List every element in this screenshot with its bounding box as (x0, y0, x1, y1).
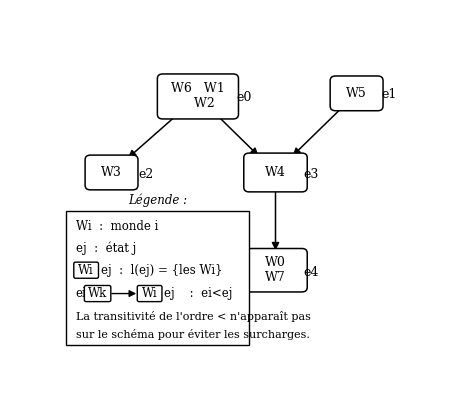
Text: W4: W4 (265, 166, 286, 179)
FancyBboxPatch shape (137, 285, 162, 301)
Text: e0: e0 (237, 91, 252, 104)
Text: e2: e2 (138, 168, 153, 181)
FancyBboxPatch shape (244, 249, 307, 292)
Text: ej  :  état j: ej : état j (76, 241, 136, 255)
FancyBboxPatch shape (330, 76, 383, 111)
FancyBboxPatch shape (157, 74, 238, 119)
FancyBboxPatch shape (84, 285, 111, 301)
Text: La transitivité de l'ordre < n'apparaît pas: La transitivité de l'ordre < n'apparaît … (76, 312, 310, 322)
Text: ej    :  ei<ej: ej : ei<ej (164, 287, 233, 300)
Text: ei: ei (76, 287, 86, 300)
Text: Wi: Wi (78, 264, 94, 277)
Text: e4: e4 (304, 266, 319, 279)
FancyBboxPatch shape (85, 155, 138, 190)
Text: W5: W5 (346, 87, 367, 100)
Text: W3: W3 (101, 166, 122, 179)
Text: Wi  :  monde i: Wi : monde i (76, 220, 158, 233)
Text: e1: e1 (381, 88, 397, 102)
Text: Légende :: Légende : (128, 193, 187, 207)
Text: Wk: Wk (88, 287, 107, 300)
FancyBboxPatch shape (66, 211, 249, 345)
Text: Wi: Wi (142, 287, 157, 300)
Text: sur le schéma pour éviter les surcharges.: sur le schéma pour éviter les surcharges… (76, 329, 309, 340)
Text: ej  :  l(ej) = {les Wi}: ej : l(ej) = {les Wi} (101, 264, 222, 277)
FancyBboxPatch shape (74, 262, 98, 278)
Text: e3: e3 (304, 168, 319, 181)
Text: W0
W7: W0 W7 (265, 256, 286, 284)
FancyBboxPatch shape (244, 153, 307, 192)
Text: W6   W1
   W2: W6 W1 W2 (171, 83, 225, 110)
